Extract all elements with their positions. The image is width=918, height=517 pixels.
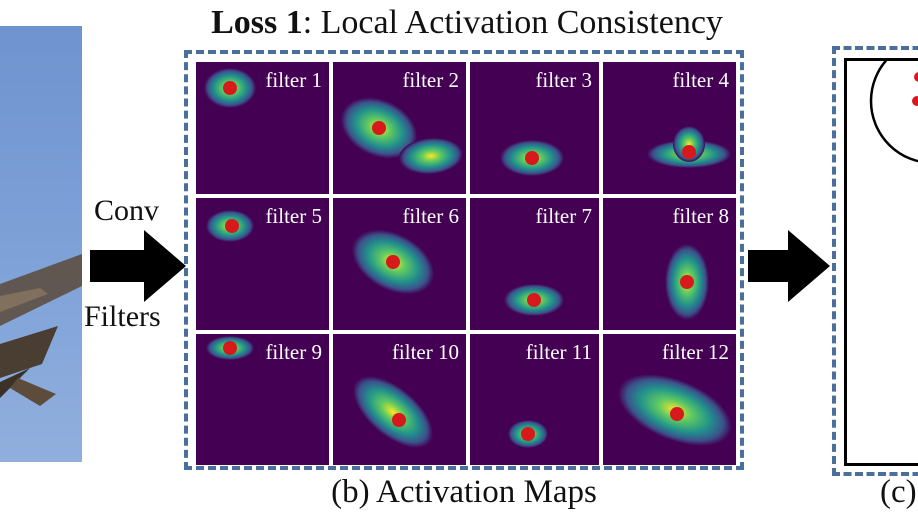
- activation-map-cell: filter 2: [333, 62, 466, 194]
- filters-label: Filters: [84, 300, 161, 333]
- activation-map-cell: filter 5: [196, 198, 329, 330]
- filter-label: filter 2: [402, 68, 459, 92]
- filter-label: filter 1: [265, 68, 322, 92]
- activation-map-cell: filter 1: [196, 62, 329, 194]
- filter-label: filter 10: [391, 340, 459, 364]
- title-bold: Loss 1: [211, 4, 303, 41]
- input-bird-image: [0, 26, 82, 462]
- filter-label: filter 5: [265, 204, 322, 228]
- diagram-title: Loss 1: Local Activation Consistency: [0, 4, 918, 44]
- caption-activation-maps: (b) Activation Maps: [331, 474, 597, 510]
- filter-label: filter 12: [661, 340, 729, 364]
- filter-label: filter 11: [525, 340, 592, 364]
- activation-map-cell: filter 12: [603, 334, 736, 465]
- filter-label: filter 6: [402, 204, 459, 228]
- arrow-right-icon: [748, 230, 830, 302]
- peak-dot: [525, 151, 539, 165]
- activation-map-cell: filter 10: [333, 334, 466, 465]
- panel-c-frame: [832, 46, 918, 476]
- arrow-right-icon: [90, 230, 186, 302]
- peak-dot: [372, 121, 386, 135]
- filter-label: filter 3: [535, 68, 592, 92]
- peak-dot: [223, 341, 237, 355]
- peak-dot: [527, 293, 541, 307]
- filter-label: filter 7: [535, 204, 592, 228]
- conv-label: Conv: [94, 194, 160, 227]
- activation-map-cell: filter 3: [470, 62, 599, 194]
- peak-dot: [670, 407, 684, 421]
- title-rest: : Local Activation Consistency: [302, 4, 723, 41]
- peak-dot: [682, 145, 696, 159]
- caption-c: (c): [880, 474, 917, 510]
- activation-map-cell: filter 6: [333, 198, 466, 330]
- activation-map-cell: filter 11: [470, 334, 599, 465]
- peak-dot: [521, 427, 535, 441]
- peak-dot: [223, 81, 237, 95]
- peak-dot: [386, 255, 400, 269]
- peak-dot: [680, 275, 694, 289]
- filter-label: filter 4: [672, 68, 729, 92]
- filter-label: filter 9: [265, 340, 322, 364]
- activation-maps-frame: [184, 50, 744, 470]
- activation-map-cell: filter 9: [196, 334, 329, 465]
- panel-c-content: [844, 58, 918, 466]
- activation-map-cell: filter 4: [603, 62, 736, 194]
- activation-blob: [673, 126, 705, 162]
- activation-maps-grid: filter 1 filter 2 filter 3 filter 4 filter 5…: [196, 62, 736, 465]
- activation-map-cell: filter 8: [603, 198, 736, 330]
- activation-blob: [353, 376, 433, 448]
- peak-dot: [392, 413, 406, 427]
- peak-dot: [225, 219, 239, 233]
- filter-label: filter 8: [672, 204, 729, 228]
- activation-blob: [399, 137, 463, 175]
- activation-map-cell: filter 7: [470, 198, 599, 330]
